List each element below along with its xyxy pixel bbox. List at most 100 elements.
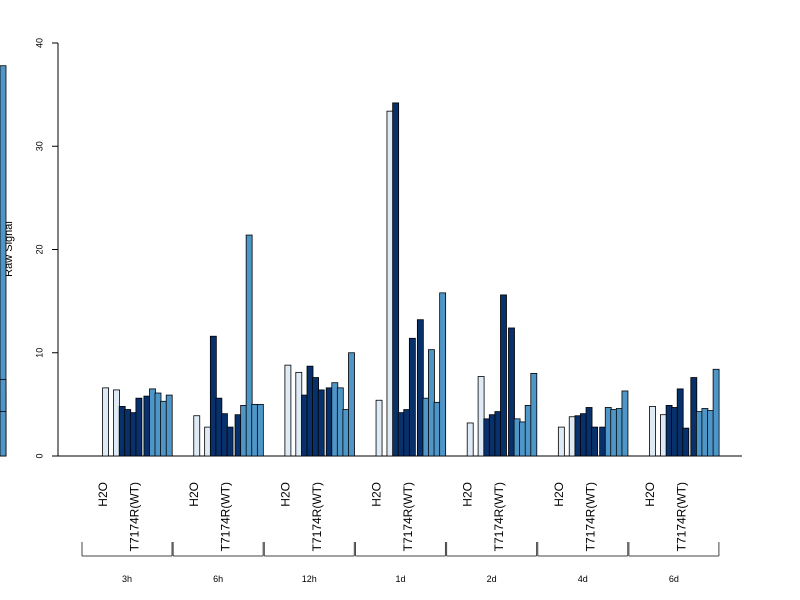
group-label: H2O	[187, 482, 201, 507]
bar-4d-3	[621, 390, 629, 457]
bar-2d-1	[466, 422, 474, 457]
group-label: H2O	[96, 482, 110, 507]
bar-1d-2	[392, 102, 400, 457]
bar-6d-2	[676, 388, 684, 457]
bar-6h-3	[245, 234, 253, 457]
bar-4d-2	[591, 426, 599, 457]
group-label: H2O	[552, 482, 566, 507]
bar-3h-1	[102, 387, 109, 457]
bar-6d-1	[649, 406, 656, 457]
y-tick-label: 40	[34, 38, 44, 48]
group-label: T7174R(WT)	[128, 482, 142, 551]
bar-6h-2	[215, 397, 223, 457]
bar-6h-2	[234, 414, 242, 457]
bar-1d-2	[403, 409, 411, 457]
bar-4d-1	[557, 426, 565, 457]
bar-1d-1	[375, 399, 383, 457]
timepoint-label: 1d	[395, 574, 405, 584]
bar-6h-2	[209, 335, 217, 457]
group-label: T7174R(WT)	[219, 482, 233, 551]
y-tick-label: 30	[34, 141, 44, 151]
bar-6d-3	[712, 368, 720, 457]
bar-3h-3	[160, 400, 168, 457]
group-label: T7174R(WT)	[674, 482, 688, 551]
bar-1d-2	[397, 412, 405, 457]
timepoint-label: 12h	[302, 574, 317, 584]
group-label: H2O	[370, 482, 384, 507]
bar-4d-1	[568, 416, 576, 457]
bar-4d-2	[580, 413, 587, 457]
bar-4d-2	[574, 415, 582, 457]
bar-12h-1	[295, 371, 303, 457]
timepoint-label: 6h	[213, 574, 223, 584]
bar-12h-2	[306, 365, 314, 457]
bar-6h-2	[221, 413, 228, 457]
timepoint-label: 6d	[669, 574, 679, 584]
bar-1d-3	[433, 401, 441, 457]
bar-6d-3	[707, 410, 714, 457]
bar-12h-3	[348, 352, 355, 457]
bar-3h-2	[124, 409, 132, 457]
bar-4d-3	[604, 407, 612, 457]
group-label: T7174R(WT)	[583, 482, 597, 551]
bar-2d-3	[530, 372, 538, 457]
bar-3h-2	[135, 397, 143, 457]
bar-2d-2	[488, 414, 496, 457]
bar-3h-3	[154, 392, 162, 457]
group-label: T7174R(WT)	[310, 482, 324, 551]
bar-3h-2	[129, 412, 137, 457]
bar-6d-3	[696, 411, 703, 457]
bar-3h-2	[118, 406, 126, 457]
bar-6d-2	[690, 377, 698, 457]
bar-6h-1	[204, 426, 212, 457]
bar-12h-2	[312, 377, 320, 457]
group-label: T7174R(WT)	[401, 482, 415, 551]
bar-3h-1	[113, 389, 120, 457]
timepoint-label: 3h	[122, 574, 132, 584]
y-tick-label: 0	[34, 453, 44, 458]
group-label: T7174R(WT)	[492, 482, 506, 551]
bar-6h-1	[193, 415, 201, 457]
bar-12h-2	[325, 387, 333, 457]
bar-4d-2	[599, 426, 607, 457]
bar-1d-3	[428, 349, 435, 457]
bar-12h-3	[342, 409, 350, 457]
bar-2d-3	[513, 418, 521, 457]
bar-12h-3	[336, 387, 344, 457]
bar-2d-3	[519, 421, 526, 457]
bar-2d-2	[494, 411, 502, 457]
bar-6d-3	[0, 411, 7, 457]
bar-6d-1	[660, 414, 667, 457]
bar-3h-3	[165, 394, 173, 457]
bar-4d-3	[615, 408, 623, 457]
bar-6h-3	[256, 403, 264, 457]
bar-1d-2	[408, 337, 416, 457]
bar-12h-1	[284, 364, 292, 457]
bar-6h-2	[226, 426, 234, 457]
bar-12h-2	[317, 389, 325, 457]
group-label: H2O	[643, 482, 657, 507]
timepoint-label: 2d	[487, 574, 497, 584]
bar-2d-1	[477, 376, 485, 457]
bar-6d-2	[671, 407, 678, 457]
bar-6d-2	[665, 405, 673, 457]
bar-4d-2	[585, 407, 593, 457]
bar-2d-2	[500, 294, 507, 457]
group-label: H2O	[278, 482, 292, 507]
bar-6d-2	[682, 427, 690, 457]
bar-1d-1	[386, 110, 394, 457]
timepoint-label: 4d	[578, 574, 588, 584]
bar-3h-2	[143, 395, 151, 457]
bar-1d-2	[416, 319, 424, 457]
bar-4d-3	[610, 409, 618, 457]
bar-6d-3	[701, 408, 709, 457]
group-label: H2O	[461, 482, 475, 507]
y-tick-label: 10	[34, 348, 44, 358]
bar-2d-2	[508, 327, 515, 457]
bar-2d-3	[524, 405, 532, 457]
bar-1d-3	[439, 292, 447, 457]
bar-6h-3	[251, 403, 259, 457]
y-tick-label: 20	[34, 244, 44, 254]
